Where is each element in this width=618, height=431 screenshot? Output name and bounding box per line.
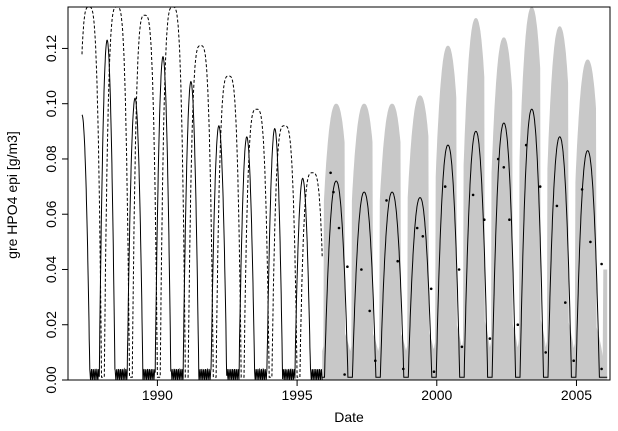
- observation-point: [457, 268, 461, 271]
- observation-point: [396, 259, 400, 263]
- y-axis: 0.00 0.02 0.04 0.06 0.08 0.10 0.12: [43, 35, 69, 394]
- plot-area: [81, 7, 608, 380]
- observation-point: [329, 171, 332, 175]
- observation-point: [346, 265, 349, 269]
- observation-point: [502, 166, 506, 169]
- observation-point: [385, 199, 388, 202]
- observation-point: [600, 262, 603, 266]
- observation-point: [460, 345, 464, 349]
- y-tick-label: 0.02: [43, 311, 59, 338]
- x-axis: 1990 1995 2000 2005: [142, 379, 592, 403]
- observation-point: [415, 226, 419, 230]
- y-tick-label: 0.04: [43, 256, 59, 283]
- y-axis-title: gre HPO4 epi [g/m3]: [4, 131, 20, 259]
- observation-point: [516, 323, 520, 327]
- y-tick-label: 0.12: [43, 35, 59, 62]
- observation-point: [564, 301, 567, 304]
- observation-point: [471, 193, 475, 197]
- observation-point: [337, 226, 341, 230]
- uncertainty-band: [322, 7, 608, 380]
- observation-point: [443, 185, 447, 188]
- observation-point: [572, 359, 575, 363]
- observation-point: [360, 268, 363, 271]
- observation-point: [508, 218, 511, 221]
- observation-point: [432, 370, 436, 374]
- observation-point: [580, 188, 584, 191]
- x-tick-label: 1990: [142, 387, 173, 403]
- dashed-envelope-line: [81, 7, 323, 378]
- observation-point: [496, 157, 500, 161]
- observation-point: [538, 185, 542, 188]
- observation-point: [488, 337, 492, 340]
- observation-point: [332, 190, 335, 194]
- observation-point: [368, 309, 372, 313]
- observation-point: [343, 373, 346, 376]
- observation-point: [374, 359, 377, 363]
- observation-point: [402, 367, 405, 371]
- observation-point: [483, 218, 486, 221]
- y-tick-label: 0.08: [43, 145, 59, 172]
- observation-point: [589, 240, 592, 244]
- observation-point: [544, 351, 547, 354]
- observation-point: [421, 235, 425, 238]
- observation-point: [600, 367, 603, 371]
- x-axis-title: Date: [334, 409, 364, 425]
- observed-line: [81, 39, 323, 380]
- y-tick-label: 0.06: [43, 200, 59, 227]
- x-tick-label: 2005: [561, 387, 592, 403]
- x-tick-label: 2000: [421, 387, 452, 403]
- observation-point: [429, 287, 433, 291]
- model-median-line: [322, 108, 608, 378]
- y-tick-label: 0.10: [43, 90, 59, 117]
- observation-point: [555, 204, 559, 208]
- x-tick-label: 1995: [282, 387, 313, 403]
- observation-point: [524, 143, 528, 147]
- y-tick-label: 0.00: [43, 366, 59, 393]
